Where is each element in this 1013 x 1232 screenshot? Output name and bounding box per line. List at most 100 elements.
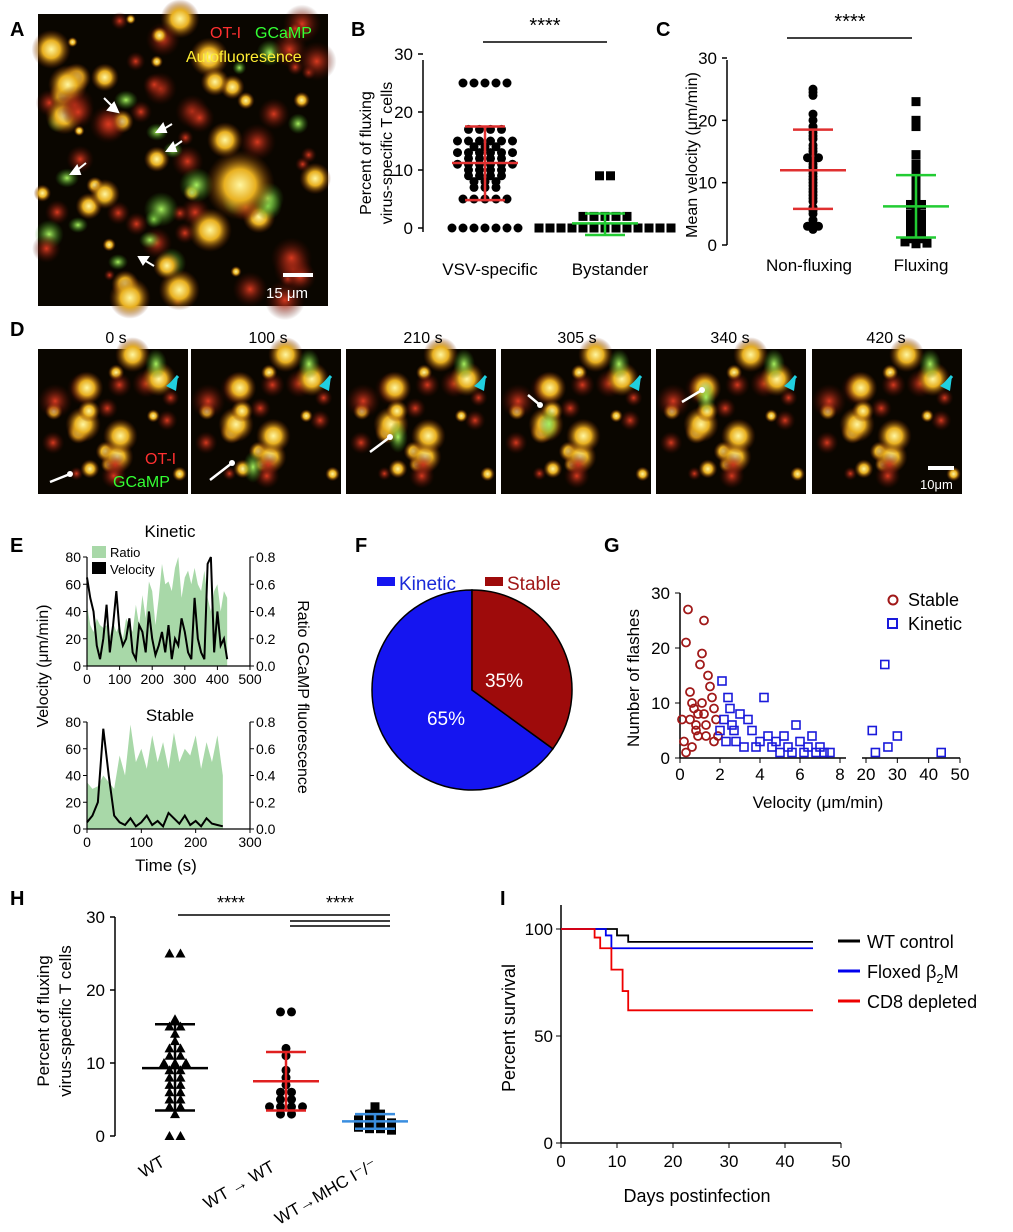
frame-time-3: 305 s (557, 330, 596, 347)
data-point (808, 224, 818, 234)
data-point-kinetic (787, 747, 797, 758)
x-tick-label: 10 (608, 1152, 627, 1171)
fluorescent-cell (108, 276, 151, 319)
velocity-line (86, 556, 229, 663)
data-point (480, 223, 490, 233)
y-tick-label: 50 (534, 1027, 553, 1046)
pie-slice-kinetic (371, 589, 554, 791)
fluorescent-cell (33, 184, 52, 202)
fluorescent-cell (720, 418, 756, 454)
fluorescent-cell (90, 63, 119, 92)
frame-time-1: 100 s (248, 330, 287, 347)
panel-f-pie: Kinetic Stable 65% 35% (371, 574, 573, 791)
panel-letter-e: E (10, 535, 23, 557)
data-point (387, 1118, 396, 1128)
fluorescent-cell (423, 337, 459, 373)
data-point-kinetic (721, 736, 731, 747)
y2-tick-label: 0.4 (256, 604, 276, 620)
fluorescent-cell (469, 388, 488, 407)
data-point (164, 1043, 175, 1053)
fluorescent-cell (106, 372, 132, 398)
data-point-kinetic (771, 736, 781, 747)
y2-tick-label: 0.8 (256, 549, 276, 565)
cyan-arrow-icon (477, 375, 488, 385)
data-point-kinetic (936, 747, 947, 758)
legend-marker-kinetic (887, 618, 898, 629)
data-point (164, 1065, 175, 1075)
data-point (486, 171, 495, 181)
legend-floxed-b2m: Floxed β2M (867, 962, 959, 986)
arrowhead-icon (69, 163, 82, 175)
fluorescent-cell (811, 383, 847, 419)
data-point (453, 148, 462, 158)
fluorescent-cell (189, 37, 229, 77)
y-tick-label: 10 (86, 1054, 105, 1073)
fluorescent-cell (935, 388, 954, 407)
data-point (497, 136, 506, 146)
panel-letter-f: F (355, 535, 367, 557)
white-arrow-icon (209, 462, 233, 481)
y2-tick-label: 0.0 (256, 658, 276, 674)
x-tick-label: 40 (919, 765, 938, 784)
data-point (475, 136, 484, 146)
label-gcamp: GCaMP (113, 474, 170, 491)
fluorescent-cell (69, 466, 84, 481)
data-point (469, 78, 479, 88)
data-point (175, 1087, 186, 1097)
cyan-arrow-icon (169, 375, 180, 385)
legend-kinetic: Kinetic (908, 614, 962, 634)
data-point-kinetic (870, 747, 881, 758)
survival-curve (561, 928, 813, 950)
data-point-kinetic (715, 725, 725, 736)
data-point (545, 223, 555, 233)
data-point (181, 1058, 191, 1067)
arrows (69, 97, 183, 267)
autofluorescent-cluster (188, 208, 232, 252)
data-point-kinetic (825, 747, 835, 758)
data-point (175, 1072, 186, 1082)
data-point-kinetic (879, 659, 890, 670)
data-point (808, 209, 818, 219)
fluorescent-cell (32, 234, 61, 264)
fluorescent-cell (142, 73, 166, 97)
panel-i-chart: Percent survival Days postinfection WT c… (499, 905, 977, 1206)
fluorescent-cell (237, 91, 255, 110)
fluorescent-cell (946, 466, 961, 482)
fluorescent-cell (230, 266, 242, 278)
fluorescent-cell (843, 466, 858, 481)
white-arrowhead-icon (67, 471, 73, 477)
y-tick-label: 30 (86, 908, 105, 927)
fluorescent-cell (609, 409, 623, 423)
fluorescent-cell (874, 463, 901, 489)
data-point (911, 97, 921, 107)
fluorescent-cell (533, 371, 567, 405)
data-point (164, 1101, 175, 1111)
y2-tick-label: 0.4 (256, 768, 276, 784)
scale-bar (283, 273, 313, 277)
data-point-kinetic (892, 731, 903, 741)
data-point-stable (695, 659, 705, 670)
y-tick-label: 40 (65, 768, 81, 784)
gcamp-cell-stable (919, 349, 941, 379)
y-tick-label: 100 (525, 920, 553, 939)
y-tick-label: 80 (65, 549, 81, 565)
panel-letter-d: D (10, 319, 24, 341)
label-ot-i: OT-I (145, 451, 176, 468)
x-axis-label-time: Time (s) (135, 856, 197, 875)
fluorescent-cell (559, 397, 581, 419)
gcamp-cell (114, 90, 138, 110)
data-point (370, 1105, 380, 1115)
data-point-kinetic (743, 714, 753, 725)
fluorescent-cell (146, 409, 160, 423)
label-autofluorescence: Autofluoresence (186, 49, 302, 66)
data-point-kinetic (759, 692, 769, 703)
data-point (276, 1102, 285, 1112)
panel-letter-i: I (500, 888, 506, 910)
fluorescent-cell (259, 372, 285, 398)
data-point (491, 142, 501, 152)
y-tick-label: 0 (96, 1127, 105, 1146)
gcamp-cell-kinetic (243, 451, 263, 483)
data-point-stable (697, 698, 707, 708)
data-point-kinetic (725, 703, 735, 714)
x-tick-label: 8 (835, 765, 844, 784)
